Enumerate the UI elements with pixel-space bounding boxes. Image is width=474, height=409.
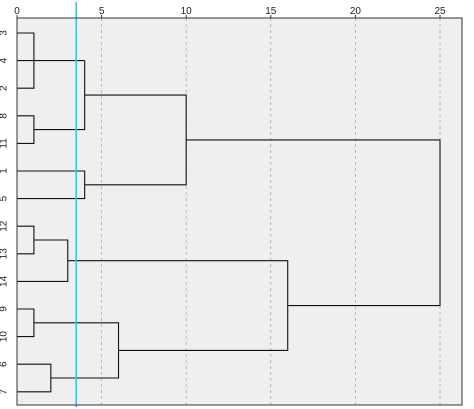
x-axis-ticks: 0 5 10 15 20 25 (14, 6, 446, 18)
merge-branch-3 (33, 60, 86, 131)
leaf-label-13: 13 (0, 248, 10, 260)
tick-label-0: 0 (14, 6, 20, 17)
merge-branch-12 (186, 139, 441, 307)
leaf-label-9: 9 (0, 306, 10, 312)
tick-label-20: 20 (350, 6, 362, 17)
leaf-label-3: 3 (0, 30, 10, 36)
plot-frame (16, 17, 463, 406)
leaf-label-12: 12 (0, 220, 10, 232)
leaf-label-7: 7 (0, 389, 10, 395)
leaf-label-2: 2 (0, 85, 10, 91)
leaf-label-5: 5 (0, 195, 10, 201)
leaf-label-6: 6 (0, 361, 10, 367)
leaf-label-1: 1 (0, 168, 10, 174)
leaf-label-11: 11 (0, 138, 10, 149)
tick-label-25: 25 (434, 6, 446, 17)
leaf-label-4: 4 (0, 57, 10, 63)
leaf-label-14: 14 (0, 275, 10, 287)
plot-area (17, 18, 462, 405)
leaf-labels: 3428111512131491067 (0, 30, 10, 395)
tick-label-10: 10 (181, 6, 193, 17)
leaf-label-10: 10 (0, 331, 10, 343)
leaf-label-8: 8 (0, 113, 10, 119)
tick-label-15: 15 (265, 6, 277, 17)
tick-label-5: 5 (99, 6, 105, 17)
